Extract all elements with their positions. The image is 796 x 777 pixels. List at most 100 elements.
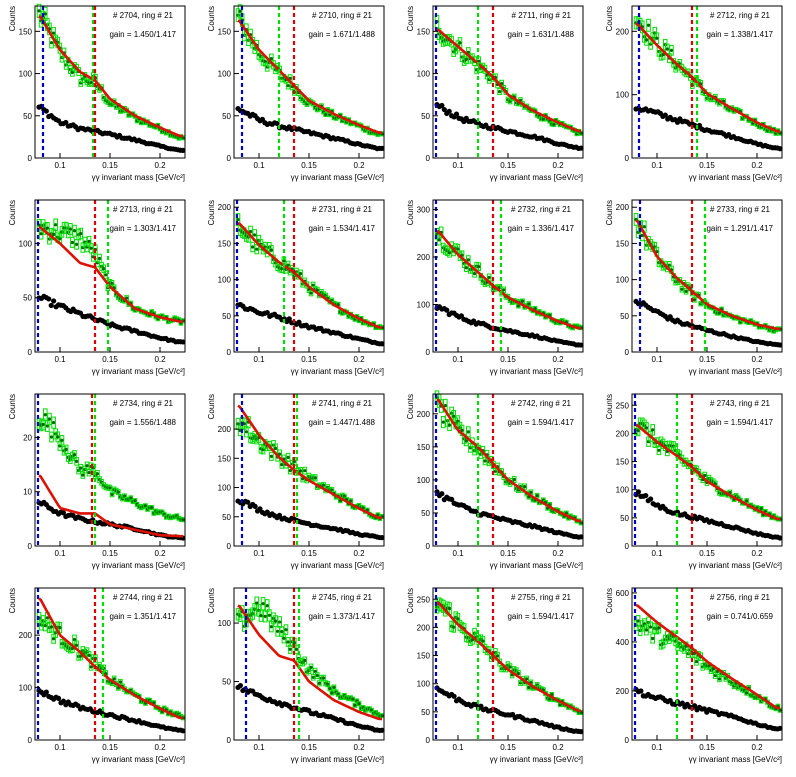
green-point [238, 428, 242, 433]
y-tick-label: 100 [19, 70, 33, 79]
y-tick-label: 0 [227, 736, 232, 745]
subplot-6: 0 50 100 150 200 0.1 0.15 0.2 γγ invariant mass … [207, 199, 385, 376]
black-point [643, 492, 649, 499]
black-point [777, 725, 783, 731]
green-point [640, 233, 644, 238]
black-series [633, 489, 783, 541]
x-tick-label: 0.2 [353, 161, 365, 170]
x-tick-label: 0.2 [353, 355, 365, 364]
x-tick-label: 0.1 [452, 549, 464, 558]
green-point [248, 230, 253, 234]
x-tick-label: 0.2 [552, 355, 564, 364]
green-point [45, 226, 49, 230]
green-point-box [669, 45, 674, 56]
green-point [460, 428, 464, 432]
subplot-title: # 2711, ring # 21 [512, 11, 572, 20]
subplot-gain: gain = 1.671/1.488 [308, 30, 375, 39]
green-point [47, 417, 52, 421]
green-point-box [440, 416, 446, 429]
green-point [95, 472, 100, 476]
green-point [79, 654, 83, 658]
x-axis-label: γγ invariant mass [GeV/c²] [689, 561, 782, 570]
green-point-box [149, 505, 154, 511]
black-series [235, 498, 385, 541]
green-point [456, 247, 460, 251]
green-point [330, 691, 334, 695]
y-tick-label: 0 [426, 542, 431, 551]
subplot-8: 0 50 100 150 200 0.1 0.15 0.2 γγ invariant mass … [605, 199, 783, 376]
green-point [97, 256, 102, 261]
y-axis-label: Counts [605, 6, 614, 31]
black-point [439, 102, 445, 109]
green-point [43, 624, 47, 628]
green-point [112, 677, 116, 681]
subplot-15: 0 50 100 150 200 250 0.1 0.15 0.2 γγ invariant ma… [406, 587, 584, 764]
y-tick-label: 150 [218, 239, 232, 248]
green-point [273, 446, 278, 450]
y-tick-label: 150 [218, 454, 232, 463]
x-tick-label: 0.15 [102, 549, 118, 558]
y-tick-label: 50 [421, 112, 430, 121]
black-series [633, 105, 783, 152]
black-point [55, 695, 62, 701]
plot-frame [631, 5, 783, 159]
green-point [129, 496, 133, 500]
y-tick-label: 0 [28, 348, 33, 357]
subplot-title: # 2745, ring # 21 [312, 593, 373, 602]
green-series [235, 596, 385, 719]
green-point [108, 486, 112, 490]
green-point [116, 686, 120, 690]
green-point [309, 291, 313, 295]
x-tick-label: 0.15 [301, 355, 317, 364]
green-point [273, 619, 278, 623]
x-tick-label: 0.2 [552, 743, 564, 752]
green-point-box [49, 431, 54, 443]
subplot-title: # 2704, ring # 21 [113, 11, 174, 20]
green-point [238, 9, 242, 13]
green-point [39, 232, 43, 236]
fit-curve [237, 19, 382, 134]
x-tick-label: 0.2 [154, 549, 166, 558]
green-point [477, 265, 481, 269]
green-point-box [650, 424, 655, 436]
x-tick-label: 0.1 [651, 743, 663, 752]
black-series [633, 686, 783, 732]
x-axis-label: γγ invariant mass [GeV/c²] [689, 173, 782, 182]
x-tick-label: 0.15 [102, 743, 118, 752]
black-point [274, 120, 280, 127]
x-tick-label: 0.1 [54, 355, 66, 364]
x-tick-label: 0.1 [54, 161, 66, 170]
green-point [684, 289, 688, 293]
x-tick-label: 0.2 [154, 355, 166, 364]
x-tick-label: 0.1 [253, 161, 265, 170]
y-tick-label: 200 [417, 623, 431, 632]
green-point [520, 299, 525, 303]
green-point [447, 423, 452, 427]
black-point [578, 534, 584, 540]
black-series [434, 304, 584, 348]
fit-curve [635, 423, 780, 521]
green-point [523, 485, 527, 489]
subplot-9: 0 10 20 0.1 0.15 0.2 γγ invariant mass [GeV/c²… [8, 393, 186, 570]
green-point [703, 473, 707, 477]
green-point [68, 227, 72, 231]
green-point [745, 499, 749, 503]
y-tick-label: 200 [616, 687, 630, 696]
black-point [578, 342, 584, 348]
y-tick-label: 10 [23, 488, 32, 497]
y-tick-label: 100 [616, 91, 630, 100]
green-point [58, 626, 62, 630]
subplot-gain: gain = 1.534/1.417 [308, 224, 375, 233]
green-point [288, 468, 292, 473]
y-tick-label: 0 [625, 348, 630, 357]
green-point-box [285, 452, 291, 462]
green-point-box [323, 112, 328, 118]
green-point [498, 89, 502, 94]
y-axis-label: Counts [406, 200, 415, 225]
green-point [644, 426, 649, 430]
y-tick-label: 200 [616, 203, 630, 212]
y-axis-label: Counts [8, 200, 17, 225]
green-point [516, 671, 520, 676]
green-point [321, 676, 326, 680]
green-point [263, 614, 267, 618]
